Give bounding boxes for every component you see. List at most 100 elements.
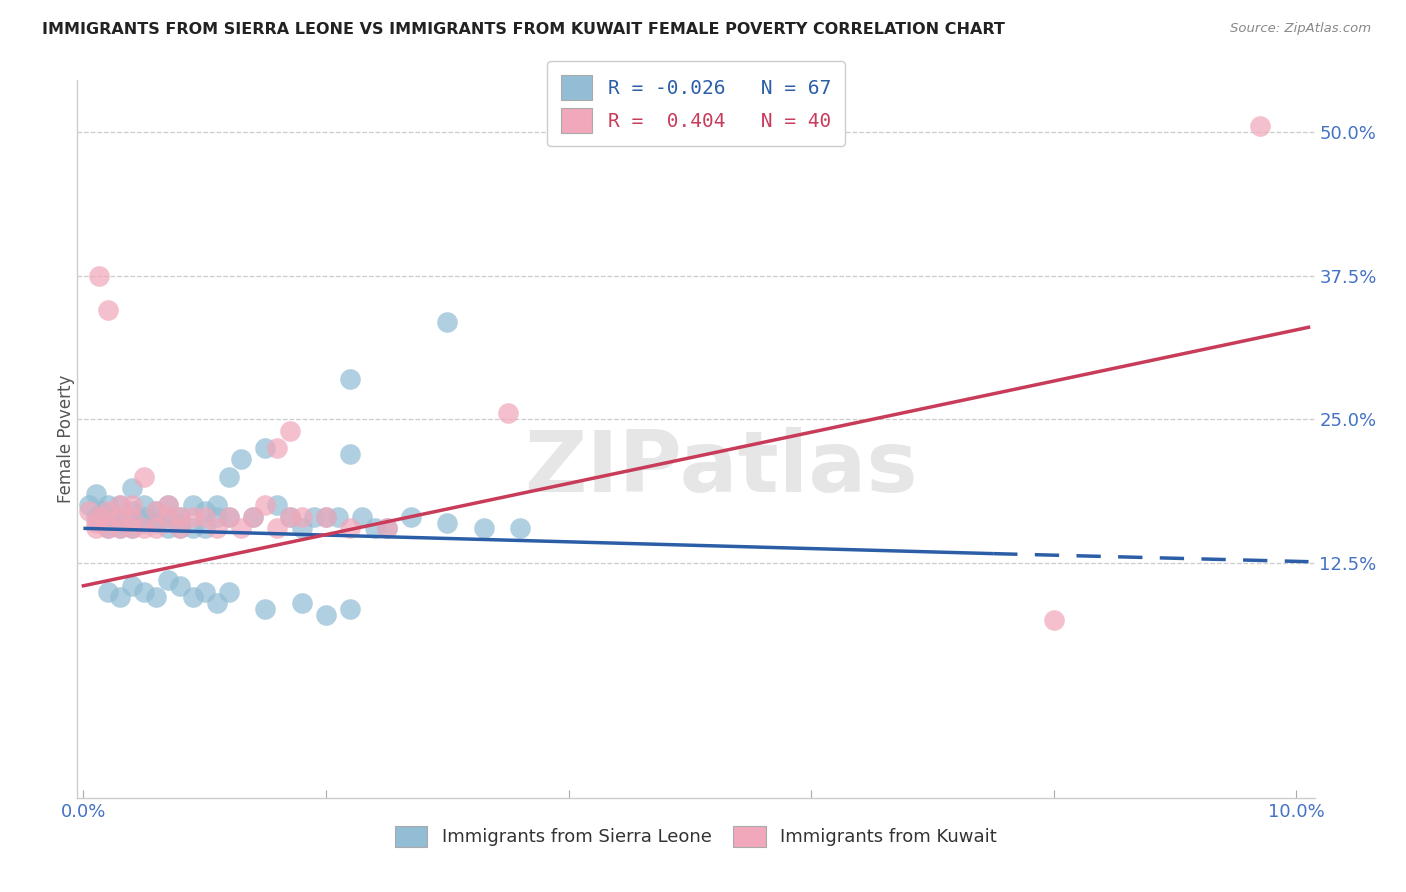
Point <box>121 521 143 535</box>
Point <box>121 509 143 524</box>
Point <box>315 509 337 524</box>
Point <box>157 573 180 587</box>
Point <box>121 504 143 518</box>
Point <box>108 521 131 535</box>
Point <box>121 579 143 593</box>
Point <box>278 424 301 438</box>
Point <box>339 521 361 535</box>
Point <box>291 521 314 535</box>
Point <box>108 499 131 513</box>
Point <box>169 509 191 524</box>
Point <box>121 481 143 495</box>
Point <box>145 516 167 530</box>
Point <box>218 509 240 524</box>
Point <box>157 509 180 524</box>
Point <box>472 521 495 535</box>
Y-axis label: Female Poverty: Female Poverty <box>58 376 75 503</box>
Point <box>1043 613 1066 627</box>
Point <box>194 504 217 518</box>
Point <box>205 596 228 610</box>
Point <box>352 509 374 524</box>
Point <box>242 509 264 524</box>
Point <box>436 314 458 328</box>
Point <box>97 499 120 513</box>
Legend: Immigrants from Sierra Leone, Immigrants from Kuwait: Immigrants from Sierra Leone, Immigrants… <box>388 819 1004 854</box>
Point <box>132 509 155 524</box>
Point <box>169 579 191 593</box>
Point <box>194 521 217 535</box>
Point <box>145 591 167 605</box>
Point <box>339 447 361 461</box>
Point <box>509 521 531 535</box>
Point <box>108 499 131 513</box>
Point <box>205 509 228 524</box>
Point <box>218 584 240 599</box>
Point <box>84 516 107 530</box>
Point <box>291 596 314 610</box>
Point <box>97 521 120 535</box>
Point <box>229 521 252 535</box>
Text: IMMIGRANTS FROM SIERRA LEONE VS IMMIGRANTS FROM KUWAIT FEMALE POVERTY CORRELATIO: IMMIGRANTS FROM SIERRA LEONE VS IMMIGRAN… <box>42 22 1005 37</box>
Point <box>194 584 217 599</box>
Point <box>169 521 191 535</box>
Point <box>302 509 325 524</box>
Point <box>145 509 167 524</box>
Point <box>242 509 264 524</box>
Point <box>145 504 167 518</box>
Point <box>132 469 155 483</box>
Point <box>90 504 112 518</box>
Point <box>218 509 240 524</box>
Point <box>103 509 125 524</box>
Point <box>145 504 167 518</box>
Point <box>436 516 458 530</box>
Point <box>84 487 107 501</box>
Point <box>205 521 228 535</box>
Point <box>181 509 204 524</box>
Point <box>97 521 120 535</box>
Point <box>79 499 101 513</box>
Point <box>108 591 131 605</box>
Point <box>254 441 277 455</box>
Point <box>254 601 277 615</box>
Point <box>121 521 143 535</box>
Point <box>108 521 131 535</box>
Point <box>108 516 131 530</box>
Point <box>97 584 120 599</box>
Point <box>339 372 361 386</box>
Point <box>157 499 180 513</box>
Point <box>108 509 131 524</box>
Point <box>145 521 167 535</box>
Point <box>229 452 252 467</box>
Point <box>90 516 112 530</box>
Text: ZIPatlas: ZIPatlas <box>524 426 918 509</box>
Point <box>132 584 155 599</box>
Point <box>181 521 204 535</box>
Point <box>132 516 155 530</box>
Point <box>97 504 120 518</box>
Point <box>205 499 228 513</box>
Point <box>375 521 398 535</box>
Point <box>315 509 337 524</box>
Point <box>278 509 301 524</box>
Point <box>97 303 120 318</box>
Point <box>315 607 337 622</box>
Point <box>194 509 217 524</box>
Point <box>121 499 143 513</box>
Point <box>181 591 204 605</box>
Point <box>339 601 361 615</box>
Point <box>181 499 204 513</box>
Point <box>326 509 349 524</box>
Point <box>132 521 155 535</box>
Point <box>291 509 314 524</box>
Point <box>84 509 107 524</box>
Point <box>363 521 385 535</box>
Point <box>132 499 155 513</box>
Point <box>90 509 112 524</box>
Point <box>399 509 422 524</box>
Point <box>84 521 107 535</box>
Point <box>218 469 240 483</box>
Text: Source: ZipAtlas.com: Source: ZipAtlas.com <box>1230 22 1371 36</box>
Point <box>157 521 180 535</box>
Point <box>1249 120 1271 134</box>
Point <box>266 499 288 513</box>
